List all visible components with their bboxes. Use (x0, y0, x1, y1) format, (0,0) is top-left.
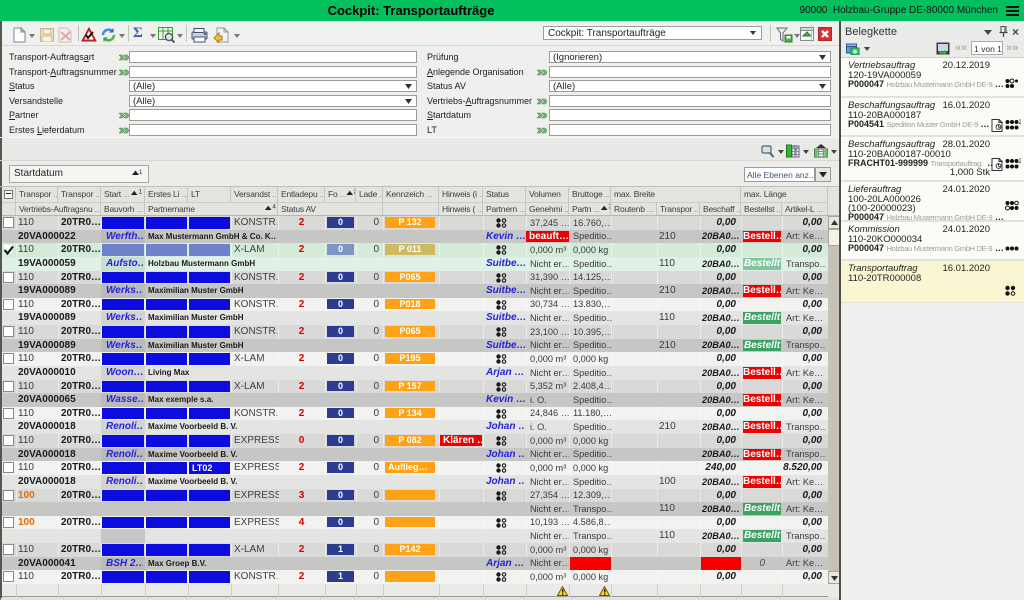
svg-text:2: 2 (354, 190, 356, 196)
svg-text:2: 2 (1019, 159, 1022, 165)
svg-text:4: 4 (273, 205, 277, 211)
svg-text:2: 2 (1019, 120, 1022, 126)
svg-text:1: 1 (139, 170, 142, 176)
svg-text:3: 3 (608, 205, 611, 211)
svg-text:1: 1 (138, 190, 142, 196)
